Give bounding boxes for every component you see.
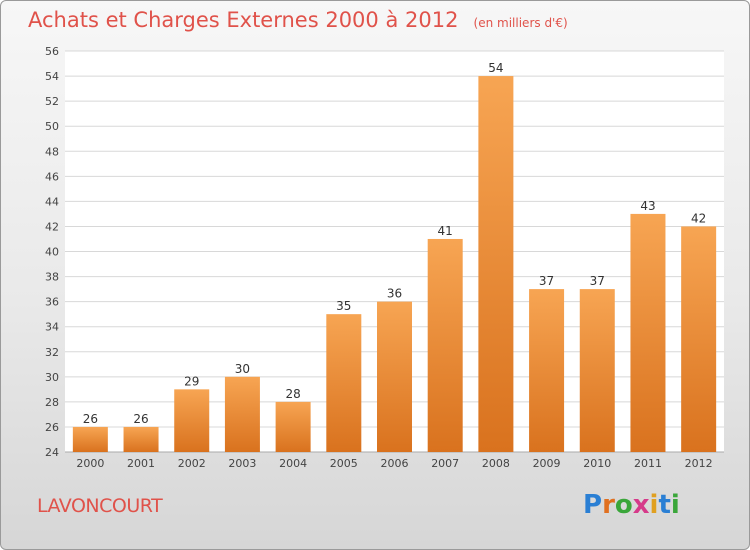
y-tick-label: 54	[45, 70, 59, 83]
bar-2004	[275, 401, 311, 452]
bar-2009	[529, 289, 565, 452]
y-tick-label: 28	[45, 396, 59, 409]
x-tick-label: 2000	[76, 457, 104, 470]
unit-text: (en milliers d'€)	[473, 16, 568, 30]
bar-2008	[478, 76, 514, 452]
value-label: 54	[488, 61, 503, 75]
bar-2001	[123, 426, 159, 452]
y-tick-label: 42	[45, 220, 59, 233]
bar-2003	[224, 376, 260, 452]
value-label: 37	[539, 274, 554, 288]
logo-letter: i	[649, 490, 659, 520]
bar-2010	[579, 289, 615, 452]
y-tick-label: 24	[45, 446, 59, 459]
logo-letter: P	[583, 490, 603, 520]
value-label: 43	[640, 199, 655, 213]
logo-letter: x	[632, 490, 650, 520]
x-tick-label: 2010	[583, 457, 611, 470]
proxiti-logo: Proxiti	[583, 490, 680, 520]
y-tick-label: 48	[45, 145, 59, 158]
y-tick-label: 52	[45, 95, 59, 108]
value-label: 28	[285, 387, 300, 401]
y-tick-label: 32	[45, 346, 59, 359]
value-label: 29	[184, 374, 199, 388]
value-label: 26	[133, 412, 148, 426]
y-tick-label: 40	[45, 246, 59, 259]
value-label: 37	[590, 274, 605, 288]
x-tick-label: 2005	[330, 457, 358, 470]
x-tick-label: 2006	[381, 457, 409, 470]
x-tick-label: 2009	[533, 457, 561, 470]
bar-2006	[377, 301, 412, 452]
y-tick-label: 56	[45, 45, 59, 58]
value-label: 42	[691, 211, 706, 225]
x-tick-label: 2004	[279, 457, 307, 470]
x-tick-label: 2012	[685, 457, 713, 470]
y-tick-label: 36	[45, 296, 59, 309]
logo-letter: o	[614, 490, 633, 520]
x-tick-label: 2007	[431, 457, 459, 470]
y-tick-label: 26	[45, 421, 59, 434]
logo-letter: t	[658, 490, 671, 520]
title-text: Achats et Charges Externes 2000 à 2012	[28, 8, 459, 32]
bar-2005	[326, 314, 362, 452]
value-label: 41	[438, 224, 453, 238]
bar-2012	[681, 226, 717, 452]
y-tick-label: 46	[45, 170, 59, 183]
x-tick-label: 2003	[228, 457, 256, 470]
y-tick-label: 44	[45, 195, 59, 208]
x-tick-label: 2001	[127, 457, 155, 470]
logo-letter: r	[602, 490, 615, 520]
commune-name: LAVONCOURT	[37, 495, 163, 517]
y-tick-label: 34	[45, 321, 59, 334]
chart-title: Achats et Charges Externes 2000 à 2012 (…	[28, 8, 568, 32]
x-tick-label: 2011	[634, 457, 662, 470]
value-label: 36	[387, 287, 402, 301]
x-tick-label: 2002	[178, 457, 206, 470]
bar-2011	[630, 213, 666, 452]
bar-2002	[174, 389, 210, 452]
y-tick-label: 50	[45, 120, 59, 133]
value-label: 35	[336, 299, 351, 313]
x-tick-label: 2008	[482, 457, 510, 470]
value-label: 26	[83, 412, 98, 426]
logo-letter: i	[670, 490, 680, 520]
bar-2007	[427, 238, 463, 452]
bar-2000	[72, 426, 108, 452]
value-label: 30	[235, 362, 250, 376]
y-tick-label: 38	[45, 271, 59, 284]
y-tick-label: 30	[45, 371, 59, 384]
